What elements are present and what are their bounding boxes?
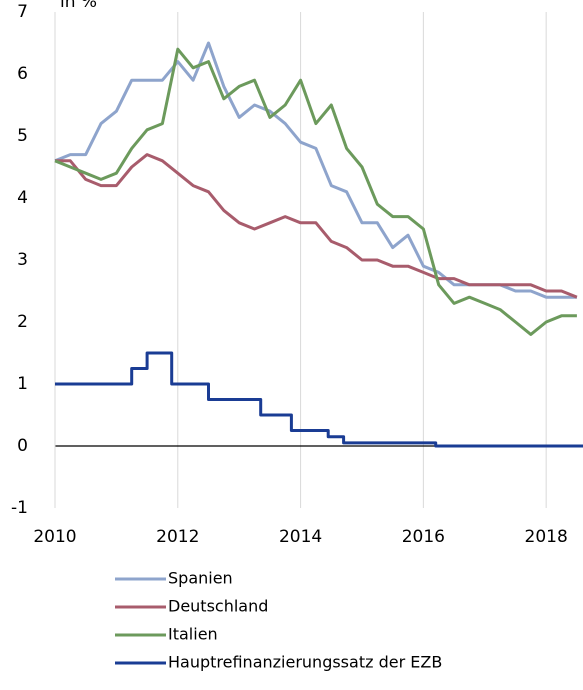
x-tick-label: 2012 (156, 527, 199, 547)
y-unit-label: in % (60, 0, 97, 12)
legend-entry: Hauptrefinanzierungssatz der EZB (115, 653, 442, 672)
y-tick-label: 7 (17, 2, 28, 22)
series-line (55, 153, 578, 299)
y-tick-label: 5 (17, 126, 28, 146)
x-tick-label: 2018 (525, 527, 568, 547)
legend-label: Spanien (168, 569, 233, 588)
legend-entry: Deutschland (115, 597, 268, 616)
legend-label: Deutschland (168, 597, 268, 616)
series-line (54, 47, 577, 336)
legend-entry: Spanien (115, 569, 233, 588)
legend-label: Hauptrefinanzierungssatz der EZB (168, 653, 442, 672)
legend-entry: Italien (115, 625, 218, 644)
y-tick-label: 3 (17, 250, 28, 270)
y-tick-label: -1 (11, 498, 28, 518)
x-tick-label: 2014 (279, 527, 322, 547)
series-line (55, 351, 583, 448)
y-tick-label: 0 (17, 436, 28, 456)
y-tick-label: 4 (17, 188, 28, 208)
y-tick-label: 1 (17, 374, 28, 394)
x-tick-label: 2010 (33, 527, 76, 547)
x-tick-label: 2016 (402, 527, 445, 547)
legend-label: Italien (168, 625, 218, 644)
y-tick-label: 6 (17, 64, 28, 84)
series-line (54, 41, 577, 299)
y-tick-label: 2 (17, 312, 28, 332)
